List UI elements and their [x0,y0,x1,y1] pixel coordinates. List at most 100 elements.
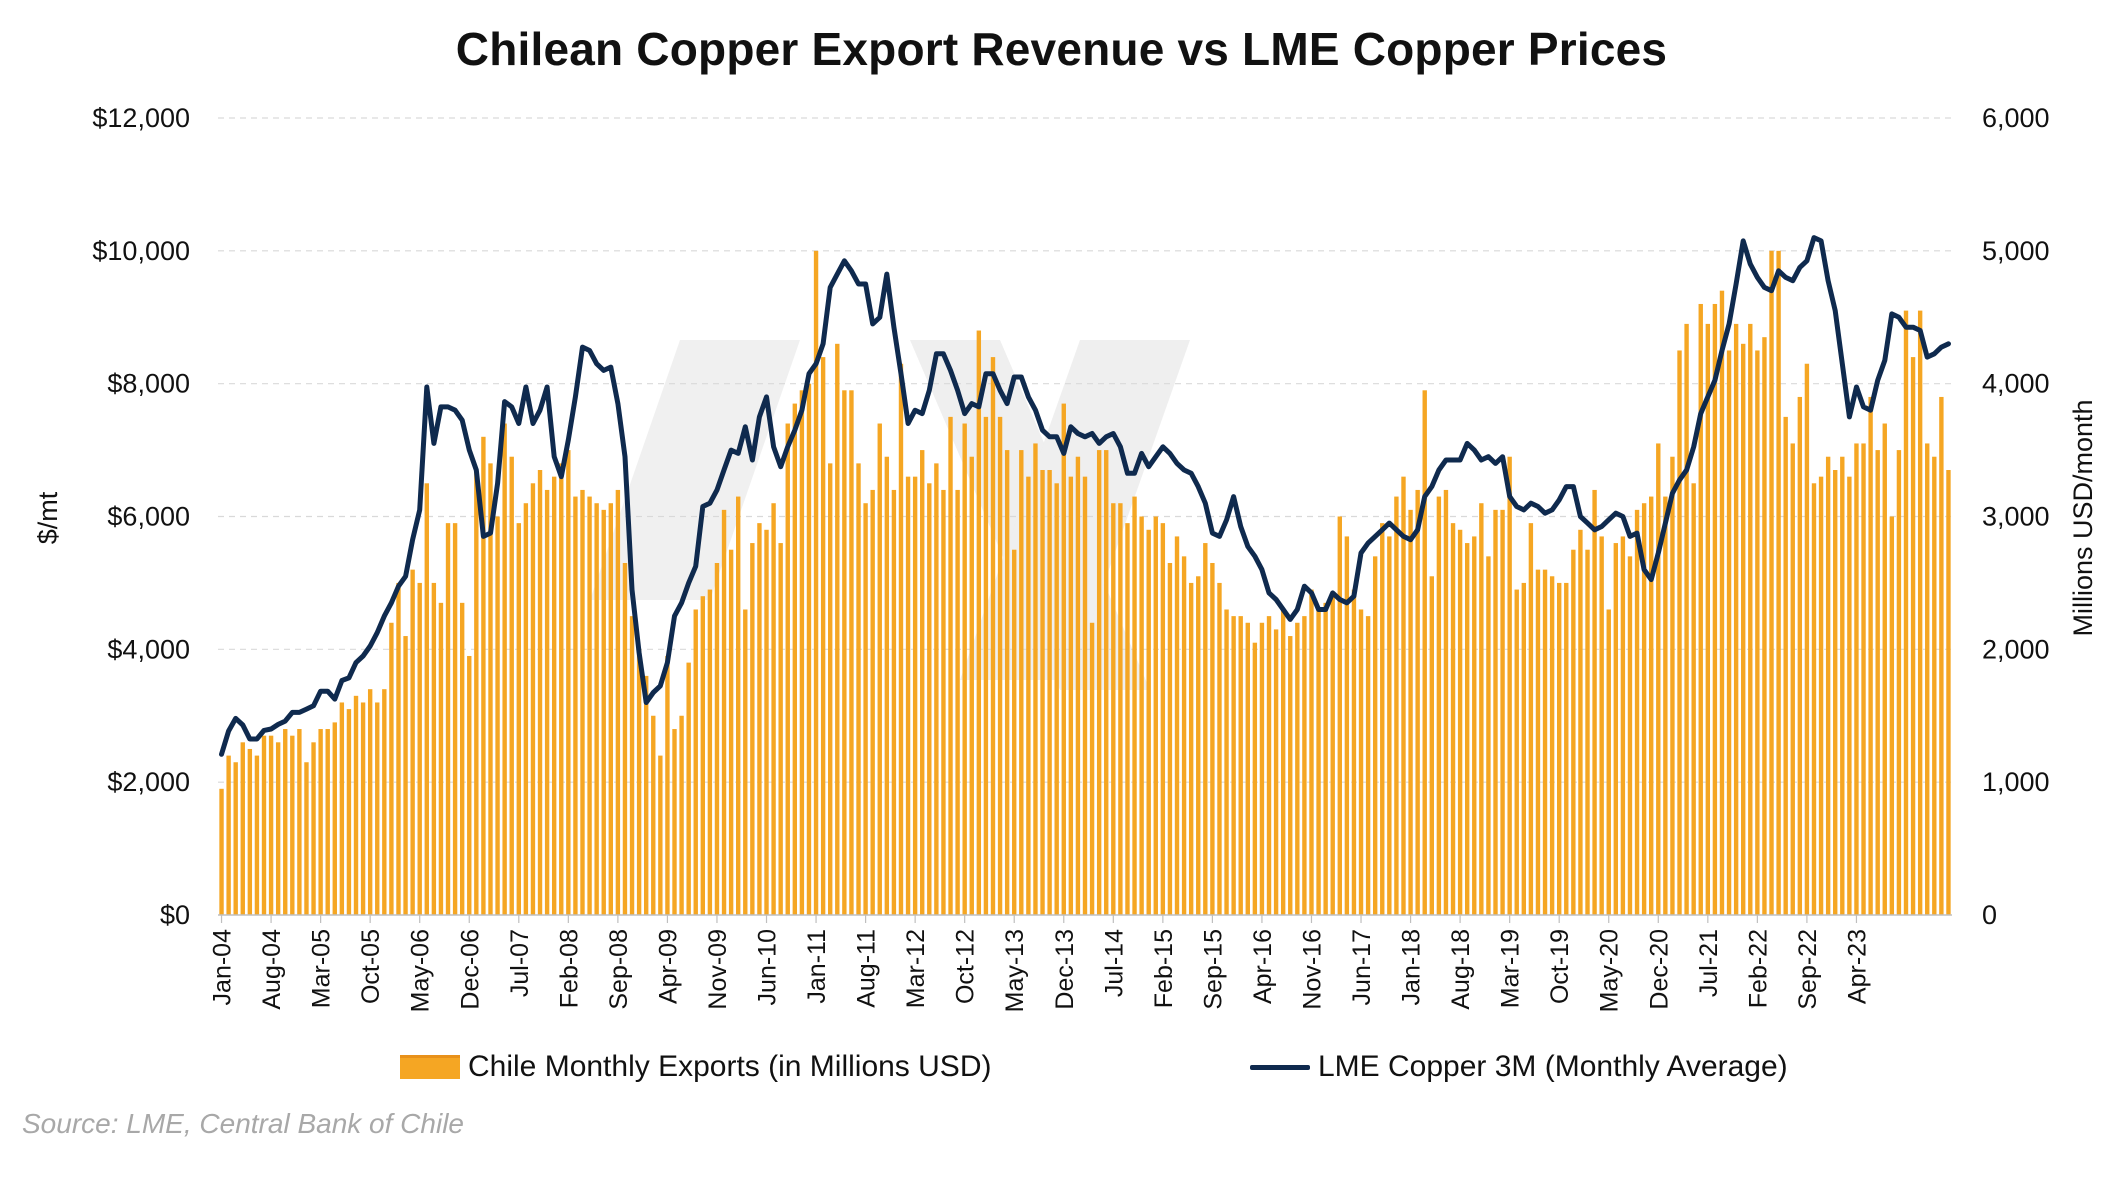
bar [707,589,713,915]
bar [863,503,868,915]
bar [417,582,422,915]
bar [990,357,996,916]
bar [254,755,260,915]
bar [1486,556,1491,915]
bar [587,496,592,915]
bar [778,543,783,915]
bar [842,390,847,915]
legend-line-label: LME Copper 3M (Monthly Average) [1318,1050,1788,1083]
bar [1769,250,1774,916]
bar [1280,609,1286,915]
bar [1096,450,1102,915]
bar [1196,576,1201,915]
bar [1698,303,1703,915]
bar [764,529,769,915]
bar [580,489,585,915]
x-tick-label: Sep-15 [1199,929,1227,1010]
bar [1733,323,1739,915]
bar [672,729,677,915]
bar [325,729,330,915]
bar [1217,582,1222,915]
bar [1089,622,1095,915]
bar [1330,596,1335,915]
bar [1889,516,1895,915]
bar [1854,443,1859,915]
bar [1599,536,1604,915]
bar [877,423,882,915]
bar [870,489,875,915]
bar [509,456,514,915]
left-tick-label: $8,000 [107,369,190,399]
bar [955,489,960,915]
bar [1755,350,1760,915]
bar [622,562,628,915]
bar [1741,343,1746,916]
bar [1415,489,1420,915]
bar [1401,476,1406,915]
x-tick-label: Jan-04 [209,929,237,1006]
bar [1188,582,1194,915]
bar [1422,390,1427,915]
bar [382,689,387,915]
bar [771,503,776,915]
bar [389,622,394,915]
bar [1479,503,1484,915]
bar [927,483,932,915]
bar [318,729,323,915]
bar [1840,456,1845,915]
bar [396,582,401,915]
bar [537,470,543,915]
bar [1019,450,1024,915]
bar [594,503,599,915]
chart-title: Chilean Copper Export Revenue vs LME Cop… [455,23,1668,75]
x-tick-label: May-20 [1596,929,1624,1012]
bar [360,702,366,915]
bar [226,755,231,915]
x-tick-label: Dec-06 [456,929,484,1010]
bar [1380,523,1385,915]
bar [1571,549,1576,915]
bar [1443,489,1449,915]
legend-bar-label: Chile Monthly Exports (in Millions USD) [468,1050,992,1083]
x-tick-label: Aug-04 [258,929,286,1010]
x-tick-label: Feb-22 [1744,929,1772,1008]
bar [1004,450,1010,915]
line-series [219,235,1951,757]
bar [962,423,967,915]
bar [1917,310,1923,915]
bar [856,463,861,915]
bar [1578,529,1583,915]
bar [1245,622,1250,915]
bar [658,755,663,915]
bar [714,562,720,915]
legend-bar-item: Chile Monthly Exports (in Millions USD) [400,1050,991,1084]
bar [339,702,345,915]
bar [1040,470,1045,915]
bar [1847,476,1852,915]
bar [1061,403,1066,915]
bar [792,403,798,915]
bar [290,735,295,915]
x-tick-label: Apr-16 [1249,929,1277,1004]
left-tick-label: $10,000 [92,236,190,266]
bar [1146,529,1151,915]
bar [941,489,946,915]
left-tick-label: $2,000 [107,767,190,797]
bar [743,609,748,915]
bar [1875,450,1880,915]
bar [304,762,309,915]
bar [459,602,465,915]
bar [898,363,904,915]
bar [1804,363,1810,915]
bar [424,483,429,915]
right-tick-label: 0 [1982,900,1997,930]
bar [1493,509,1498,915]
bar [1153,516,1158,915]
x-tick-label: Aug-18 [1447,929,1475,1010]
bar [1705,323,1711,915]
bar [1528,523,1534,915]
x-tick-label: Oct-05 [357,929,385,1004]
bar [1564,582,1569,915]
bar [261,735,267,915]
